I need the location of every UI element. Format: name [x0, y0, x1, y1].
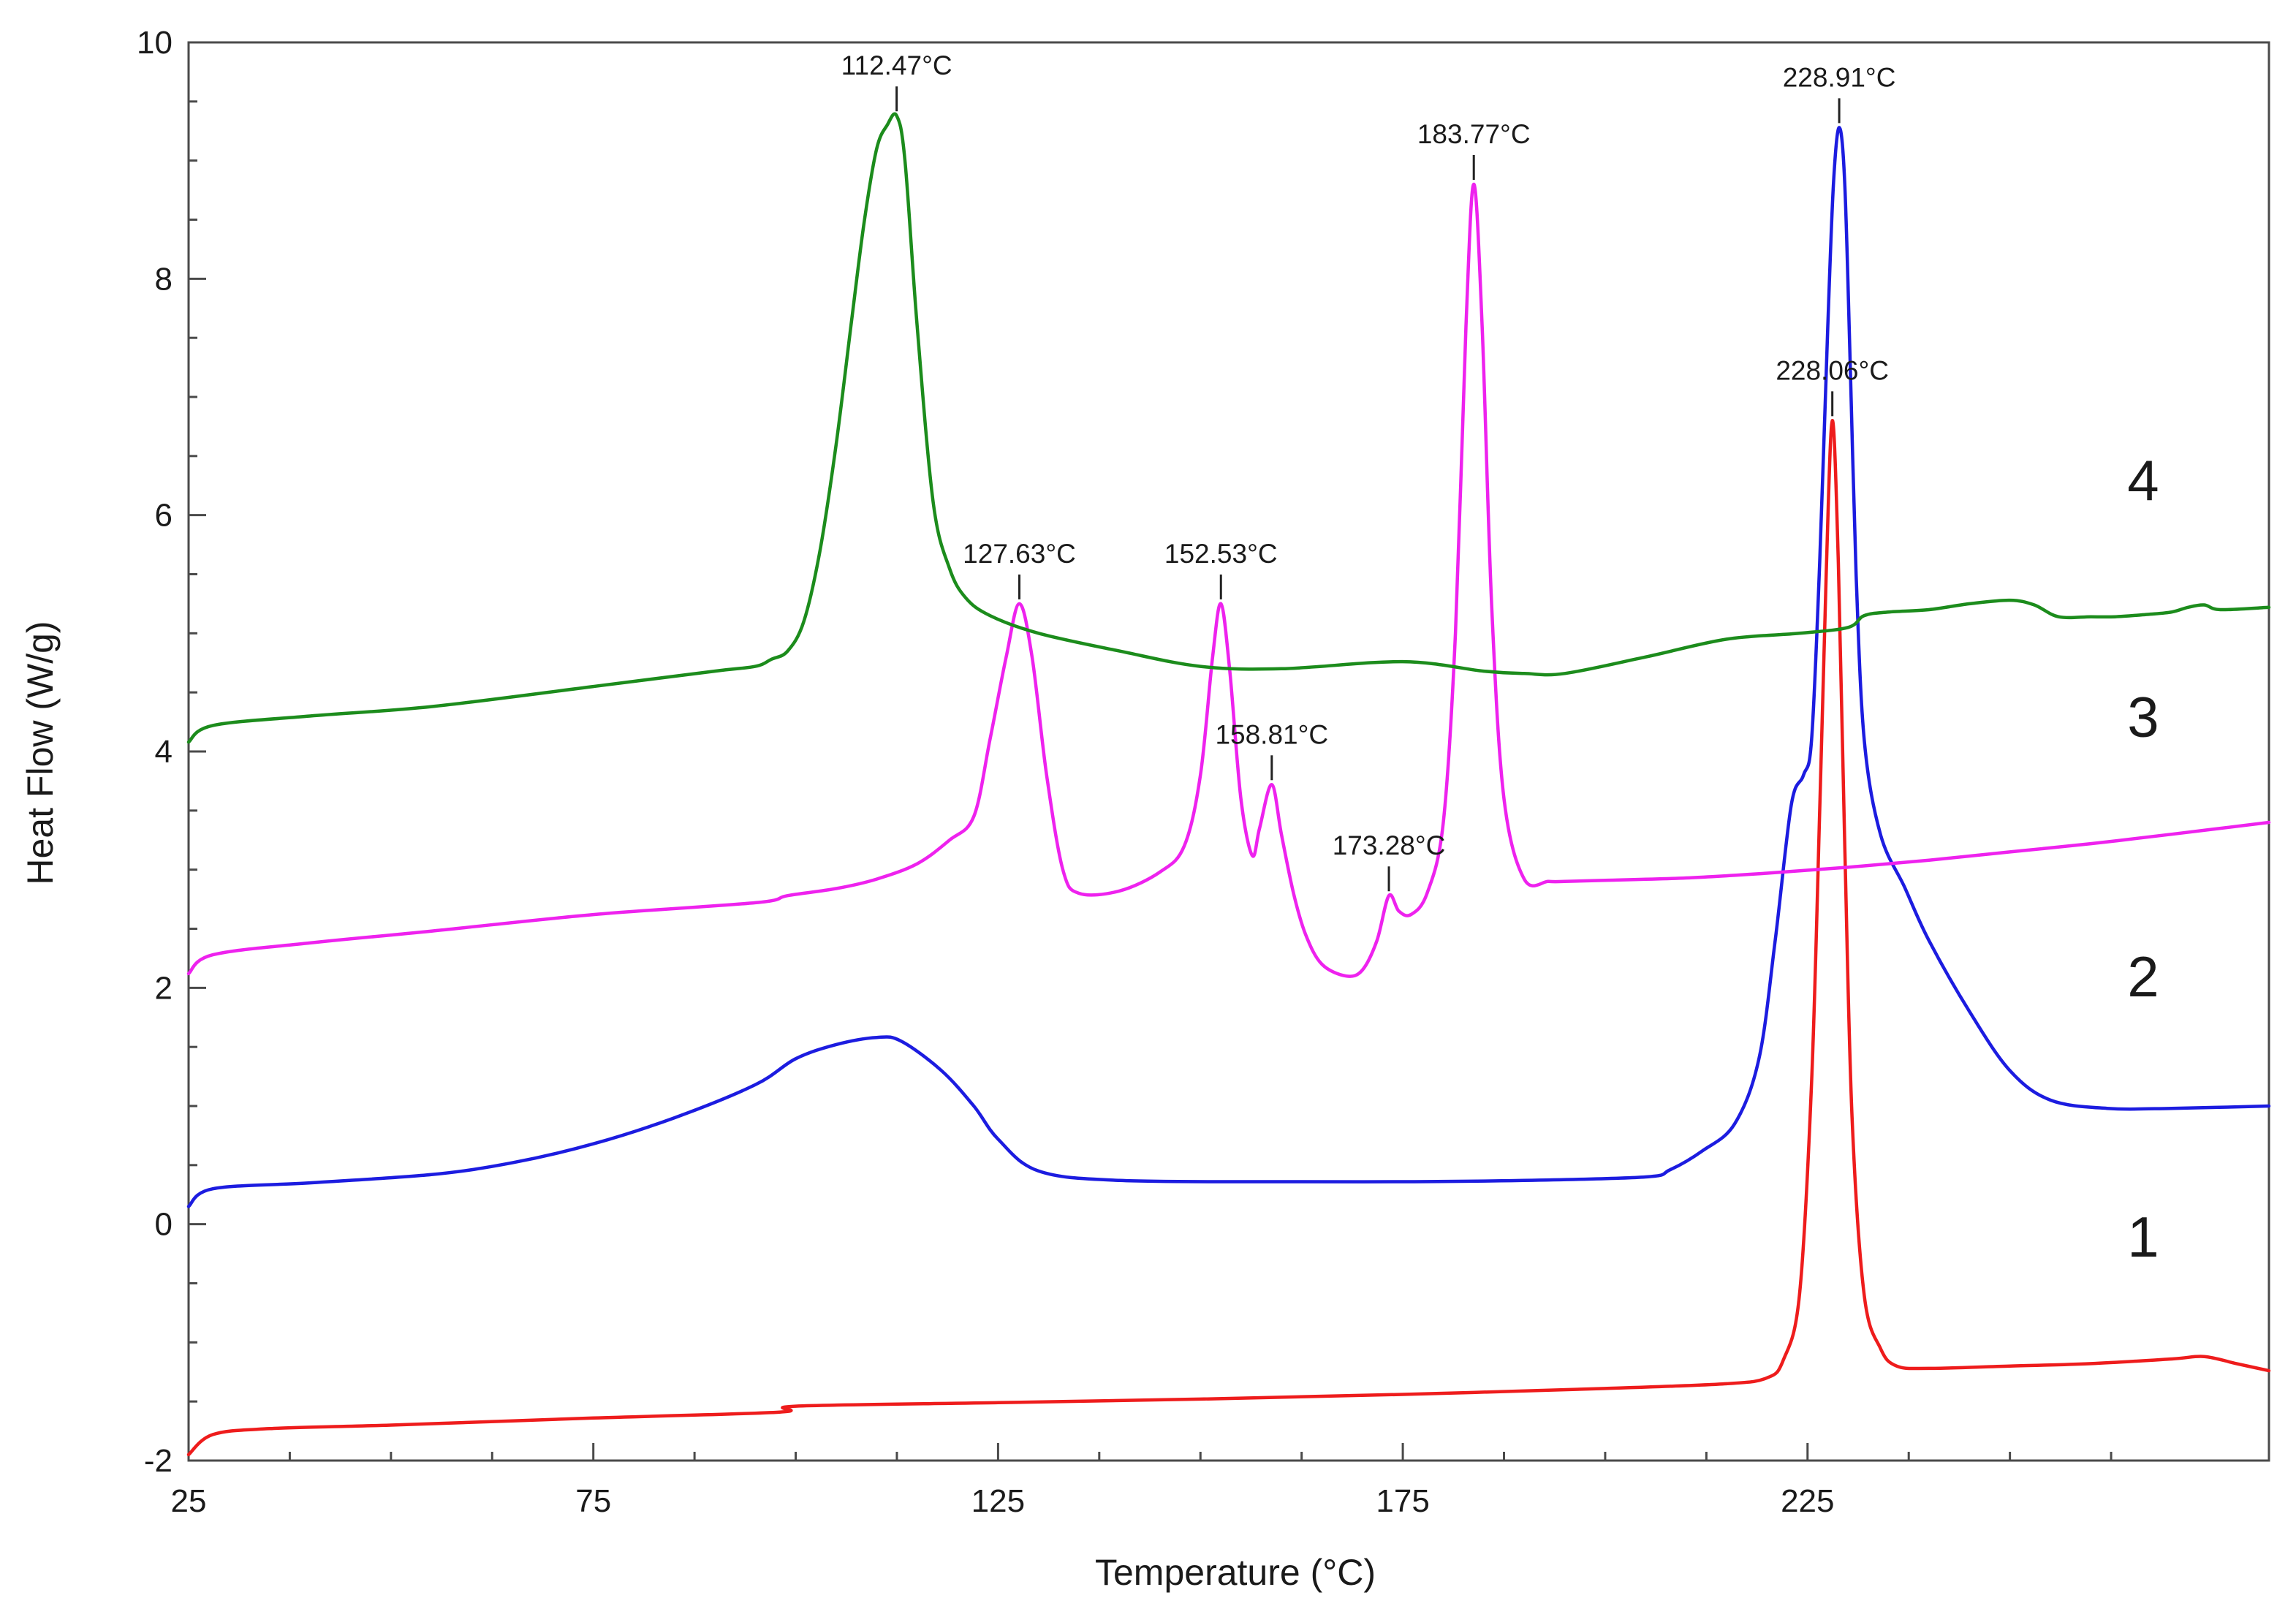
plot-frame: [187, 41, 2270, 1462]
axis-layer: -2 0 2 4 6 8 10 25 75 125 175 225: [137, 25, 2270, 1519]
x-tick-label: 75: [575, 1483, 611, 1519]
y-axis-title: Heat Flow (W/g): [20, 621, 61, 885]
y-tick-label: -2: [144, 1443, 173, 1479]
series-line-1: [186, 419, 2271, 1457]
y-tick-label: 8: [155, 261, 173, 297]
x-tick-label: 175: [1376, 1483, 1429, 1519]
curve-number-label: 1: [2127, 1205, 2159, 1269]
series-line-2: [186, 126, 2271, 1208]
peak-label: 158.81°C: [1215, 719, 1328, 749]
y-tick-label: 0: [155, 1207, 173, 1243]
y-tick-label: 6: [155, 498, 173, 534]
peak-label: 228.06°C: [1776, 355, 1889, 385]
curve-number-label: 4: [2127, 448, 2159, 512]
x-tick-label: 25: [171, 1483, 207, 1519]
curve-number-label: 2: [2127, 944, 2159, 1009]
y-tick-label: 10: [137, 25, 173, 61]
peak-label: 228.91°C: [1783, 62, 1896, 92]
series-line-4: [186, 112, 2271, 744]
peak-label: 127.63°C: [963, 539, 1076, 569]
peak-label: 152.53°C: [1164, 539, 1278, 569]
peak-label: 112.47°C: [841, 50, 952, 80]
curve-number-label: 3: [2127, 685, 2159, 749]
series-line-3: [186, 182, 2271, 978]
y-tick-label: 2: [155, 970, 173, 1006]
peak-label: 183.77°C: [1417, 119, 1531, 149]
x-axis-title: Temperature (°C): [1095, 1552, 1376, 1593]
series-layer: [186, 112, 2271, 1457]
x-tick-label: 125: [971, 1483, 1025, 1519]
annotation-layer: 112.47°C 127.63°C 152.53°C 158.81°C 173.28°C…: [841, 50, 2159, 1269]
y-tick-label: 4: [155, 734, 173, 770]
peak-label: 173.28°C: [1333, 830, 1446, 860]
x-tick-label: 225: [1781, 1483, 1834, 1519]
